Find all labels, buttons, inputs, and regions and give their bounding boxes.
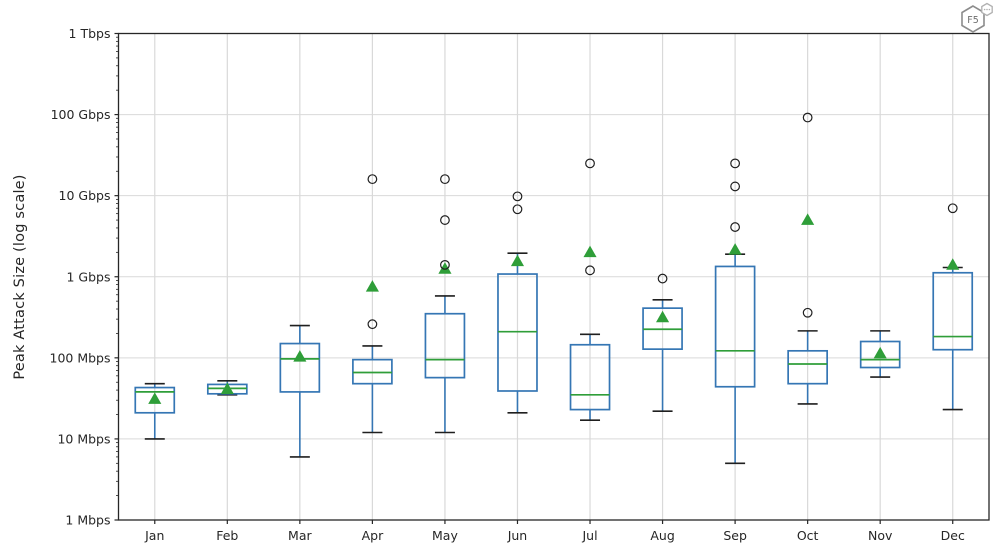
x-tick-label: Mar [288, 528, 312, 543]
outlier-point [585, 158, 595, 169]
outlier-point [440, 215, 450, 225]
box [932, 271, 974, 351]
y-tick-label: 1 Tbps [69, 26, 111, 41]
box [279, 342, 321, 393]
badge-dot [983, 8, 986, 11]
mean-marker [148, 392, 162, 404]
mean-marker [293, 350, 307, 362]
outlier-point [947, 203, 958, 214]
outlier-point [730, 181, 741, 192]
x-tick-label: Oct [797, 528, 819, 543]
outlier-point [512, 204, 523, 215]
outlier-point [367, 174, 378, 185]
x-tick-label: Jan [144, 528, 164, 543]
box [134, 386, 176, 414]
y-tick-label: 10 Mbps [57, 431, 110, 446]
outlier-point [512, 191, 523, 202]
x-tick-label: Apr [362, 528, 384, 543]
x-tick-label: Feb [216, 528, 238, 543]
mean-marker [946, 258, 960, 270]
badge-dot [988, 8, 991, 11]
mean-marker [873, 346, 887, 359]
x-tick-label: Nov [868, 528, 893, 543]
badge-dot [986, 8, 988, 11]
x-tick-label: Jul [581, 528, 597, 543]
x-tick-label: Aug [650, 528, 674, 543]
y-tick-label: 100 Mbps [50, 350, 111, 365]
outlier-point [440, 174, 450, 185]
box [714, 265, 756, 388]
outlier-point [657, 273, 668, 284]
box [424, 312, 466, 379]
f5-logo-icon: F5 [961, 2, 993, 33]
mean-marker [728, 243, 742, 255]
mean-marker [801, 213, 815, 225]
y-tick-label: 100 Gbps [51, 107, 111, 122]
outlier-point [730, 222, 741, 232]
outlier-point [802, 112, 813, 123]
x-tick-label: Dec [941, 528, 965, 543]
box [569, 343, 611, 411]
y-tick-label: 1 Mbps [65, 513, 110, 528]
outlier-point [730, 158, 741, 169]
f5-logo-label: F5 [967, 15, 979, 26]
outlier-point [367, 319, 378, 330]
x-tick-label: May [432, 528, 458, 543]
outlier-point [585, 265, 595, 276]
mean-marker [220, 382, 234, 395]
y-axis-title: Peak Attack Size (log scale) [12, 174, 28, 380]
outlier-point [440, 260, 450, 270]
box [787, 349, 828, 385]
mean-marker [656, 310, 670, 323]
mean-marker [583, 245, 597, 258]
x-tick-label: Sep [723, 528, 747, 543]
outlier-point [802, 307, 813, 318]
plot-frame [117, 32, 990, 521]
y-tick-label: 1 Gbps [67, 269, 111, 284]
y-tick-label: 10 Gbps [59, 188, 111, 203]
mean-marker [365, 280, 379, 292]
mean-marker [510, 254, 525, 267]
box [859, 340, 901, 369]
x-tick-label: Jun [507, 528, 528, 543]
